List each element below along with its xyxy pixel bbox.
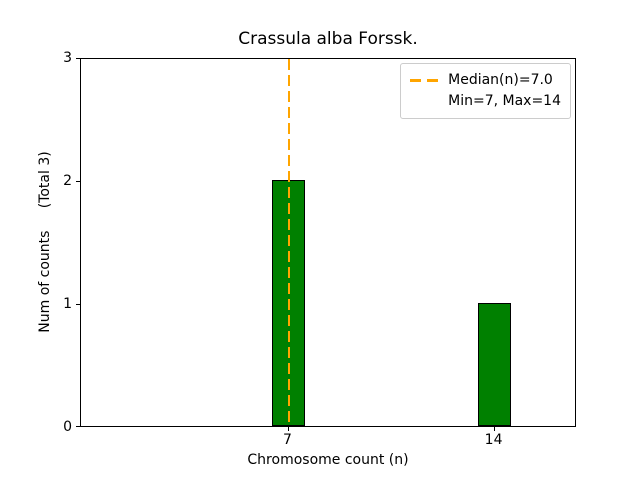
legend-entry-minmax: Min=7, Max=14 <box>410 91 561 112</box>
ytick-label-0: 0 <box>63 419 72 435</box>
ytick-mark-0 <box>76 426 80 427</box>
ytick-label-3: 3 <box>63 50 72 66</box>
xtick-label-7: 7 <box>283 432 292 448</box>
xtick-mark-14 <box>493 427 495 431</box>
dashed-line-icon <box>410 79 439 82</box>
xtick-mark-7 <box>287 427 289 431</box>
x-axis-label: Chromosome count (n) <box>247 452 409 468</box>
ytick-label-1: 1 <box>63 296 72 312</box>
legend-label-median: Median(n)=7.0 <box>448 72 553 88</box>
median-line <box>287 59 290 426</box>
y-axis-label: Num of counts (Total 3) <box>37 151 53 333</box>
bar-x14 <box>478 303 512 426</box>
ytick-mark-3 <box>76 58 80 59</box>
plot-area: Median(n)=7.0 Min=7, Max=14 <box>80 58 576 427</box>
legend-entry-median: Median(n)=7.0 <box>410 70 561 91</box>
ytick-mark-1 <box>76 304 80 305</box>
legend: Median(n)=7.0 Min=7, Max=14 <box>400 63 571 119</box>
xtick-label-14: 14 <box>484 432 503 448</box>
chart-title: Crassula alba Forssk. <box>238 29 418 49</box>
legend-marker-blank <box>410 100 438 103</box>
legend-label-minmax: Min=7, Max=14 <box>448 93 561 109</box>
ytick-mark-2 <box>76 181 80 182</box>
ytick-label-2: 2 <box>63 173 72 189</box>
